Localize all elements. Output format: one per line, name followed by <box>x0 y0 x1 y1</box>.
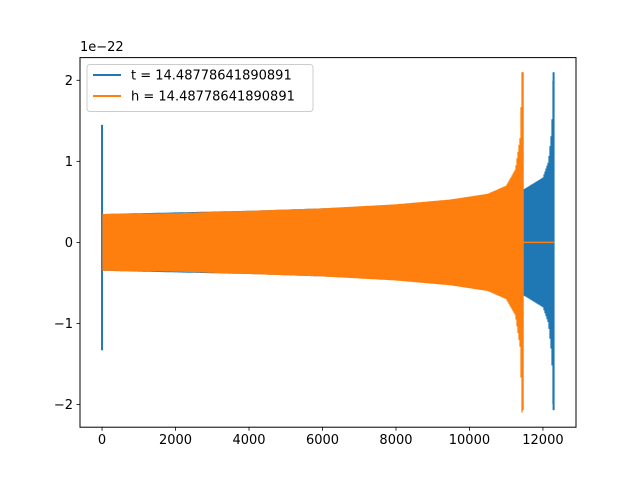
x-tick-label: 2000 <box>159 433 192 448</box>
legend-frame <box>86 64 314 112</box>
y-tick-label: −1 <box>54 317 73 332</box>
x-tick-label: 0 <box>98 433 106 448</box>
legend: t = 14.48778641890891 h = 14.487786418908… <box>86 64 314 112</box>
legend-label: h = 14.48778641890891 <box>131 90 295 105</box>
series-h-band <box>102 72 523 413</box>
y-offset-label: 1e−22 <box>80 40 124 55</box>
legend-label: t = 14.48778641890891 <box>131 69 292 84</box>
y-tick-label: 2 <box>65 74 73 89</box>
x-tick-label: 8000 <box>379 433 412 448</box>
x-tick-label: 4000 <box>232 433 265 448</box>
x-axis: 0 2000 4000 6000 8000 10000 12000 <box>98 427 564 448</box>
y-tick-label: −2 <box>54 398 73 413</box>
x-tick-label: 10000 <box>449 433 490 448</box>
x-tick-label: 12000 <box>522 433 563 448</box>
y-tick-label: 0 <box>65 236 73 251</box>
y-tick-label: 1 <box>65 155 73 170</box>
x-tick-label: 6000 <box>306 433 339 448</box>
y-axis: −2 −1 0 1 2 <box>54 74 80 413</box>
